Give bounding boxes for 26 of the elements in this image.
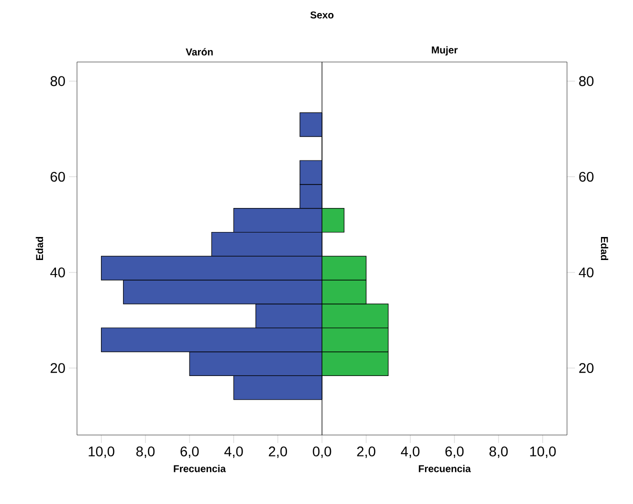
x-tick-label: 10,0 [530,446,556,458]
x-tick-label: 6,0 [445,446,464,458]
x-tick-label: 2,0 [268,446,288,458]
x-tick-label: 8,0 [136,446,155,458]
x-tick-label: 4,0 [400,446,420,458]
x-tick-label: 8,0 [489,446,508,458]
x-tick-label: 10,0 [88,446,114,458]
x-tick-label: 2,0 [357,446,376,458]
y-axis-title: Edad [600,236,608,260]
y-tick-label: 60 [579,172,594,182]
y-tick-label: 40 [578,267,594,278]
chart-subtitle: Varón [186,48,213,56]
y-tick-label: 20 [50,363,65,373]
chart-title: Sexo [310,11,334,18]
y-tick-label: 40 [50,267,65,278]
x-tick-label: 4,0 [224,446,243,458]
y-tick-label: 80 [50,76,65,86]
chart-subtitle: Mujer [432,46,458,56]
x-axis-title: Frecuencia [174,464,226,472]
x-tick-label: 6,0 [180,446,199,458]
y-tick-label: 20 [579,363,594,373]
y-tick-label: 60 [50,172,65,182]
x-tick-label: 0,0 [312,446,332,458]
y-axis-title: Edad [36,236,44,260]
x-axis-title: Frecuencia [418,464,471,472]
y-tick-label: 80 [579,76,594,86]
